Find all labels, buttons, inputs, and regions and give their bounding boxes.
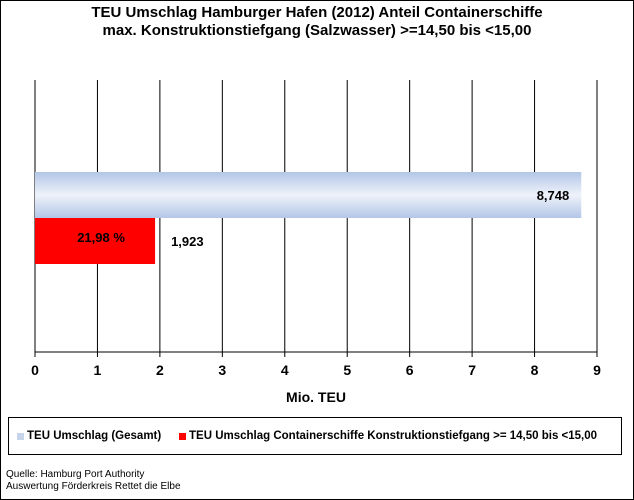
- bar-total: [35, 172, 582, 218]
- x-tick-label: 1: [94, 362, 102, 378]
- x-tick-label: 0: [31, 362, 39, 378]
- x-tick-label: 8: [531, 362, 539, 378]
- legend: TEU Umschlag (Gesamt) TEU Umschlag Conta…: [8, 417, 622, 455]
- source-line1: Quelle: Hamburg Port Authority: [6, 469, 145, 480]
- x-axis-label: Mio. TEU: [286, 389, 346, 405]
- legend-swatch-total: [17, 432, 24, 440]
- data-label-total: 8,748: [537, 188, 570, 203]
- legend-label-container: TEU Umschlag Containerschiffe Konstrukti…: [189, 430, 598, 442]
- x-tick-label: 4: [281, 362, 289, 378]
- x-tick-label: 5: [343, 362, 351, 378]
- bars: 8,748 1,923 21,98 %: [35, 172, 582, 264]
- share-label-container: 21,98 %: [77, 230, 125, 245]
- legend-swatch-container: [179, 432, 186, 440]
- x-tick-label: 6: [406, 362, 414, 378]
- chart-title: TEU Umschlag Hamburger Hafen (2012) Ante…: [0, 4, 634, 40]
- x-axis-ticks: 0 1 2 3 4 5 6 7 8 9: [31, 352, 601, 378]
- x-tick-label: 9: [593, 362, 601, 378]
- chart-title-line2: max. Konstruktionstiefgang (Salzwasser) …: [102, 22, 532, 39]
- source-note: Quelle: Hamburg Port Authority Auswertun…: [6, 469, 181, 493]
- data-label-container: 1,923: [171, 234, 204, 249]
- bar-container-ships: [35, 218, 156, 264]
- x-tick-label: 3: [218, 362, 226, 378]
- x-tick-label: 7: [468, 362, 476, 378]
- source-line2: Auswertung Förderkreis Rettet die Elbe: [6, 481, 181, 492]
- legend-label-total: TEU Umschlag (Gesamt): [27, 430, 162, 442]
- x-tick-label: 2: [156, 362, 164, 378]
- chart-title-line1: TEU Umschlag Hamburger Hafen (2012) Ante…: [91, 4, 543, 21]
- legend-item-total: TEU Umschlag (Gesamt): [17, 430, 161, 442]
- plot-area: 0 1 2 3 4 5 6 7 8 9 8,748 1,923 21,98 % Mio. TEU: [31, 80, 601, 405]
- legend-item-container: TEU Umschlag Containerschiffe Konstrukti…: [179, 430, 597, 442]
